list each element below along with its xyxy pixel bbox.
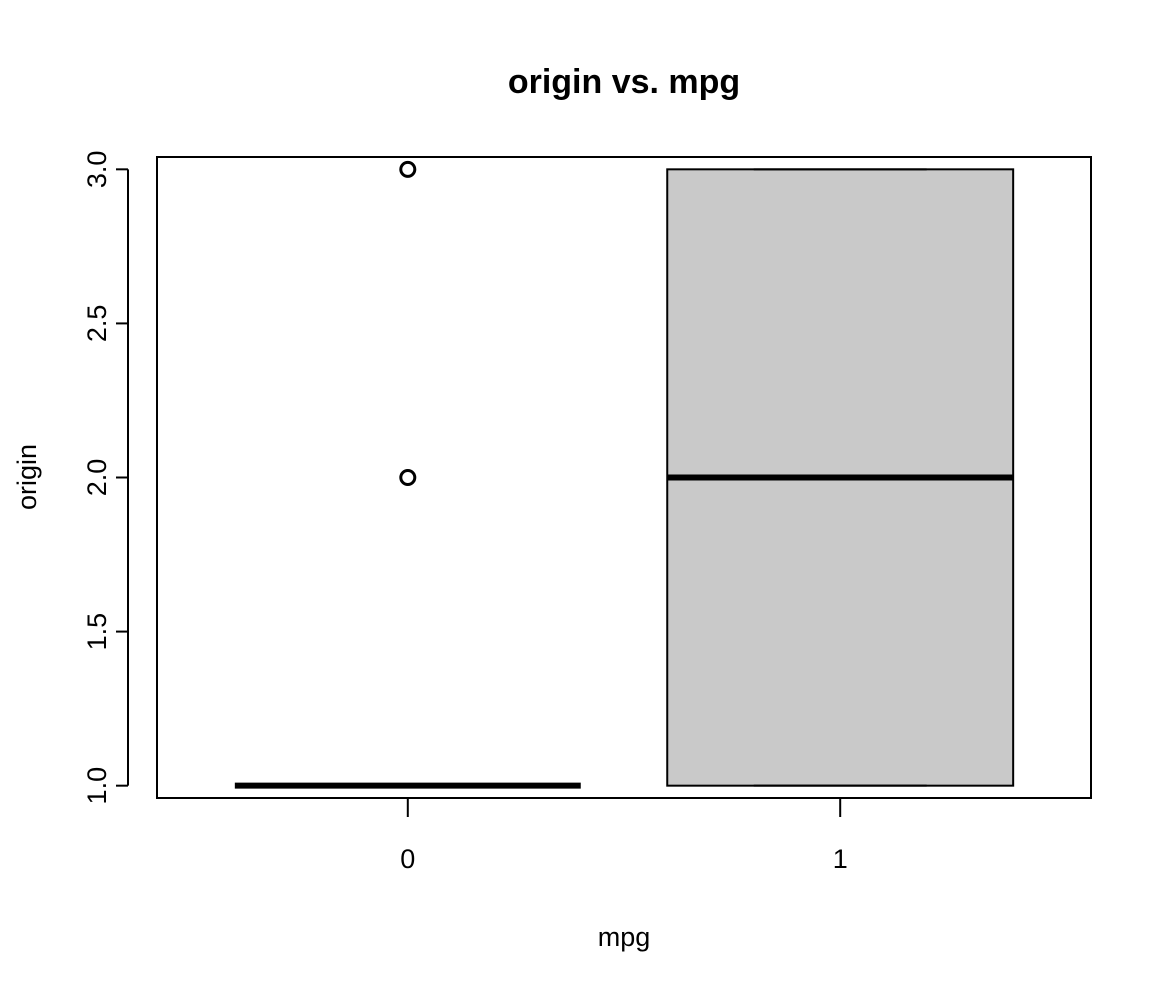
y-axis-label: origin: [12, 444, 42, 510]
y-tick-label: 3.0: [82, 151, 112, 189]
y-tick-label: 1.0: [82, 767, 112, 805]
y-tick-label: 2.0: [82, 459, 112, 497]
x-axis-label: mpg: [598, 922, 651, 952]
y-tick-label: 1.5: [82, 613, 112, 651]
chart-title: origin vs. mpg: [508, 63, 740, 101]
y-axis: 1.0 1.5 2.0 2.5 3.0: [82, 151, 129, 805]
y-tick-label: 2.5: [82, 305, 112, 343]
outlier-point-0: [399, 469, 417, 486]
x-tick-label: 1: [833, 844, 848, 874]
x-tick-label: 0: [400, 844, 415, 874]
outlier-point-0: [399, 160, 417, 178]
boxes-layer: [234, 160, 1015, 789]
